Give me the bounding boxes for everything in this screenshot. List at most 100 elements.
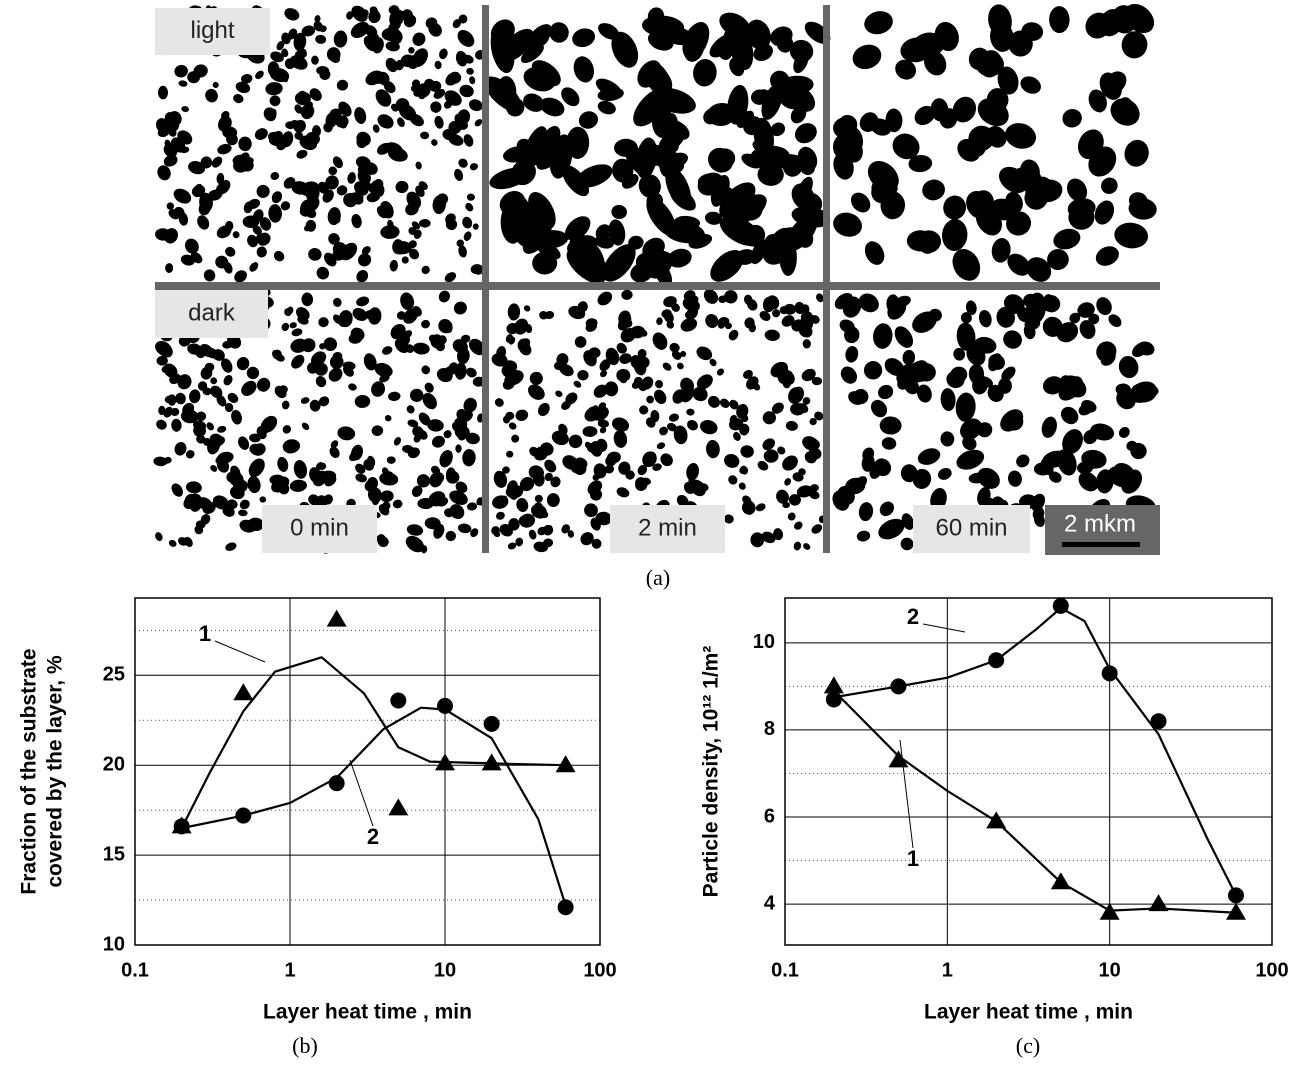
divider [155,282,1160,290]
particle [283,177,296,189]
particle [561,87,580,107]
particle [1026,257,1052,282]
particle [211,156,223,168]
particle [602,244,636,282]
particle [323,337,338,352]
particle [635,477,647,490]
particle [380,200,394,219]
particle [778,75,814,95]
particle [880,191,906,220]
particle [623,319,633,328]
particle [773,528,784,541]
particle [185,450,195,459]
particle [220,358,233,373]
particle [845,477,866,495]
x-axis-label: Layer heat time , min [924,1001,1133,1024]
particle [802,339,811,349]
particle [503,146,532,163]
particle [761,531,776,544]
particle [1061,375,1087,398]
particle [202,437,211,446]
particle [157,165,171,181]
particle [231,409,242,425]
particle [421,265,430,275]
particle [952,96,977,123]
particle [165,263,174,273]
particle [752,382,761,391]
particle [271,476,290,493]
particle [550,476,561,488]
particle [930,98,949,122]
particle [1053,228,1081,250]
particle [960,418,983,440]
particle [216,225,232,239]
particle [430,465,441,475]
x-tick-label: 100 [583,959,616,981]
y-tick-label: 10 [753,631,775,653]
particle [387,147,408,162]
particle [449,504,465,519]
particle [316,352,327,361]
particle [428,334,437,343]
particle [301,25,316,37]
data-point [823,676,844,694]
particle [458,410,473,423]
particle [277,456,289,472]
particle [416,474,431,488]
particle [381,27,401,42]
particle [409,388,424,402]
particle [217,425,227,433]
particle [294,91,311,106]
annotation-leader [922,623,966,633]
particle [956,449,985,470]
particle [155,532,163,542]
particle [382,501,391,510]
particle [411,485,423,497]
particle [444,272,457,283]
particle [210,385,223,399]
particle [189,389,201,404]
particle [433,88,446,99]
particle [443,430,452,439]
particle [729,399,739,410]
particle [816,293,824,303]
particle [206,422,214,431]
particle [462,216,473,229]
particle [1030,176,1054,202]
particle [409,113,424,127]
particle [496,511,505,520]
particle [520,43,544,63]
particle [764,234,783,253]
particle [663,296,677,308]
particle [661,309,672,319]
particle [686,462,700,481]
particle [516,497,529,513]
particle [1003,330,1022,349]
particle [901,513,915,530]
particle [301,422,310,431]
particle [595,78,623,98]
particle [379,374,390,383]
particle [222,126,238,139]
particle [724,290,738,304]
particle [776,35,794,53]
particle [322,189,334,203]
particle [350,327,365,341]
scale-bar [1062,542,1140,547]
particle [900,537,914,551]
particle [460,334,471,343]
particle [742,495,752,505]
particle [500,202,524,244]
particle [707,395,720,408]
particle [542,446,553,456]
particle [1096,297,1112,316]
particle [808,447,822,460]
particle [319,68,331,81]
particle [496,346,507,360]
particle [501,364,516,378]
particle [696,374,713,390]
particle [619,353,632,364]
particle [346,11,354,20]
particle [850,192,871,213]
particle [650,92,676,111]
